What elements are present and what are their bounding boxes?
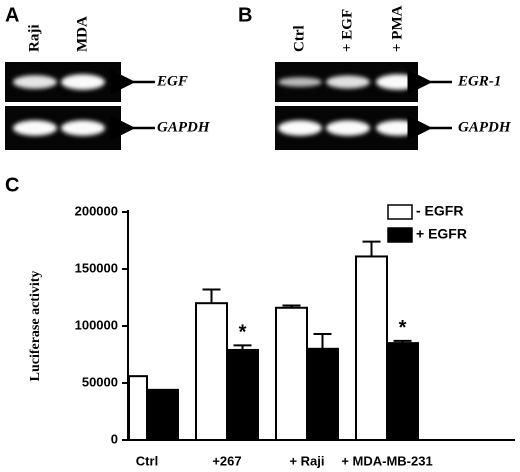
gel-band	[278, 77, 322, 87]
y-tick-label: 100000	[75, 317, 118, 332]
x-tick-label: +267	[212, 453, 241, 468]
legend-label: + EGFR	[416, 226, 467, 242]
y-tick-label: 150000	[75, 260, 118, 275]
y-tick-label: 0	[111, 431, 118, 446]
y-axis-label: Luciferase activity	[28, 271, 43, 382]
panel-label: C	[5, 174, 19, 196]
y-tick-label: 50000	[82, 374, 118, 389]
bar	[128, 375, 148, 442]
significance-marker: *	[399, 317, 407, 339]
panel-label: A	[5, 4, 19, 26]
gel-band	[326, 120, 370, 136]
gel-band	[61, 74, 105, 90]
band-label: EGR-1	[457, 73, 501, 89]
gel-band	[376, 74, 420, 90]
legend-label: - EGFR	[416, 203, 463, 219]
lane-label: Raji	[26, 25, 42, 53]
significance-marker: *	[239, 322, 247, 344]
gel-band	[326, 75, 370, 89]
gel-band	[13, 120, 57, 136]
band-label: EGF	[156, 73, 188, 89]
bar	[355, 255, 388, 441]
gel-band	[376, 120, 420, 136]
gel-band	[61, 120, 105, 136]
bar	[226, 348, 259, 441]
bar	[195, 302, 228, 442]
y-tick-label: 200000	[75, 203, 118, 218]
bar	[386, 342, 419, 442]
bar	[146, 388, 179, 441]
bar	[275, 306, 308, 442]
x-tick-label: Ctrl	[136, 453, 158, 468]
lane-label: + PMA	[389, 5, 405, 52]
band-label: GAPDH	[458, 119, 512, 135]
gel-band	[278, 120, 322, 136]
band-label: GAPDH	[157, 119, 211, 135]
lane-label: Ctrl	[291, 25, 307, 52]
x-tick-label: + Raji	[289, 453, 324, 468]
panel-label: B	[238, 4, 252, 26]
legend-swatch	[387, 227, 413, 243]
gel-band	[13, 75, 57, 89]
x-tick-label: + MDA-MB-231	[341, 453, 432, 468]
bar	[306, 347, 339, 441]
lane-label: + EGF	[339, 9, 355, 52]
lane-label: MDA	[74, 16, 90, 52]
legend-swatch	[387, 204, 413, 220]
